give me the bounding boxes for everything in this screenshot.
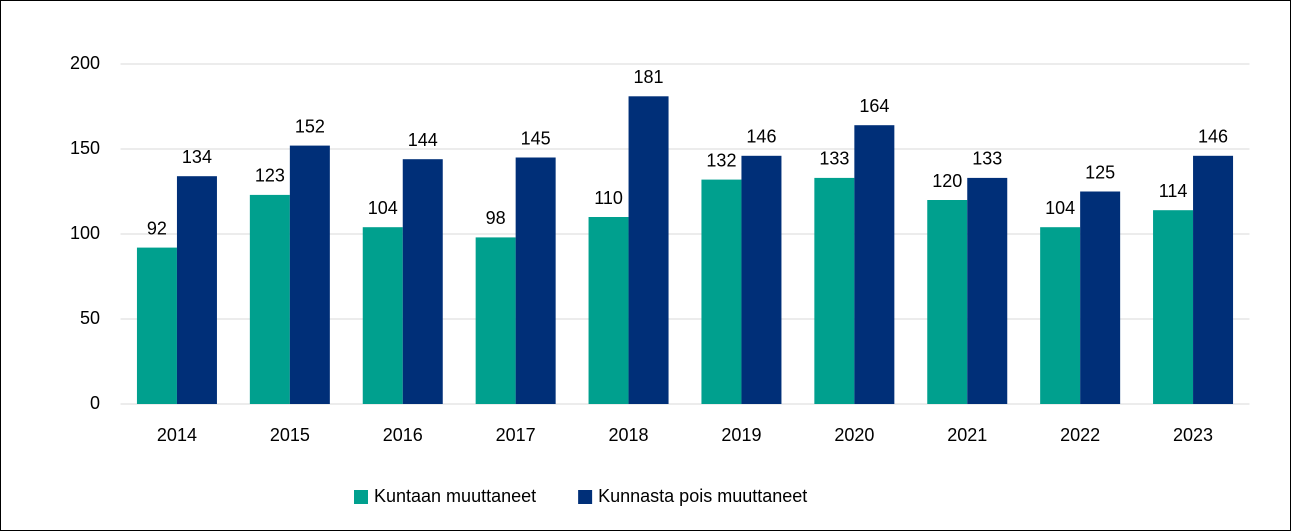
- bar: [402, 159, 443, 404]
- data-label: 144: [408, 130, 438, 150]
- bar: [814, 177, 855, 404]
- data-label: 132: [706, 150, 736, 170]
- x-tick-label: 2018: [609, 425, 649, 445]
- data-label: 114: [1159, 181, 1188, 201]
- data-label: 133: [972, 149, 1002, 169]
- data-label: 134: [182, 147, 212, 167]
- legend-swatch: [578, 490, 593, 504]
- data-label: 123: [255, 166, 285, 186]
- bar: [967, 177, 1008, 404]
- bar: [628, 96, 669, 405]
- x-tick-label: 2015: [270, 425, 310, 445]
- x-tick-label: 2014: [157, 425, 197, 445]
- bar: [741, 155, 782, 404]
- y-tick-label: 100: [70, 223, 100, 243]
- data-label: 133: [819, 149, 849, 169]
- x-tick-label: 2022: [1060, 425, 1100, 445]
- y-tick-label: 0: [90, 393, 100, 413]
- x-tick-label: 2016: [383, 425, 423, 445]
- bar: [176, 176, 217, 404]
- data-label: 120: [932, 171, 962, 191]
- data-label: 125: [1085, 162, 1115, 182]
- bar: [1040, 227, 1081, 404]
- x-tick-label: 2019: [721, 425, 761, 445]
- bar: [249, 194, 290, 404]
- bar: [1153, 210, 1194, 404]
- data-label: 146: [746, 127, 776, 147]
- bar: [475, 237, 516, 404]
- data-label: 98: [486, 208, 506, 228]
- x-tick-label: 2023: [1173, 425, 1213, 445]
- data-label: 146: [1198, 127, 1228, 147]
- bar: [588, 217, 629, 404]
- data-label: 145: [521, 128, 551, 148]
- x-tick-label: 2017: [496, 425, 536, 445]
- bar: [701, 179, 742, 404]
- bar: [1193, 155, 1234, 404]
- y-tick-label: 150: [70, 138, 100, 158]
- data-label: 152: [295, 116, 325, 136]
- bar: [362, 227, 403, 404]
- data-label: 164: [859, 96, 889, 116]
- data-label: 92: [147, 218, 167, 238]
- y-tick-label: 200: [70, 53, 100, 73]
- legend-label: Kuntaan muuttaneet: [374, 486, 536, 506]
- bar: [854, 125, 895, 404]
- bar: [136, 247, 177, 404]
- x-tick-label: 2021: [947, 425, 987, 445]
- bar: [927, 200, 968, 404]
- legend-label: Kunnasta pois muuttaneet: [598, 486, 807, 506]
- bar: [1080, 191, 1121, 404]
- legend-swatch: [354, 490, 368, 504]
- data-label: 181: [634, 67, 664, 87]
- x-tick-label: 2020: [834, 425, 874, 445]
- bar: [289, 145, 330, 404]
- data-label: 110: [594, 188, 623, 208]
- y-tick-label: 50: [80, 308, 100, 328]
- data-label: 104: [1045, 198, 1075, 218]
- data-label: 104: [368, 198, 398, 218]
- bar: [515, 157, 556, 404]
